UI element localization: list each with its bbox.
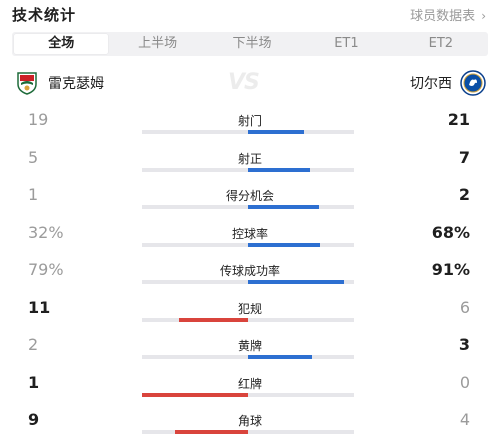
away-bar-fill xyxy=(248,242,321,247)
stat-row: 11 犯规 6 xyxy=(0,298,500,334)
away-team-name: 切尔西 xyxy=(410,76,452,92)
home-bar-track xyxy=(142,392,248,397)
away-bar-track xyxy=(248,280,354,284)
home-stat-value: 5 xyxy=(28,147,39,167)
home-stat-value: 2 xyxy=(28,335,39,354)
away-stat-value: 91% xyxy=(431,260,470,279)
away-bar-track xyxy=(248,317,354,322)
away-stat-value: 4 xyxy=(459,410,470,429)
stat-row: 19 射门 21 xyxy=(0,110,500,146)
away-bar-fill xyxy=(248,205,319,209)
home-team-name: 雷克瑟姆 xyxy=(48,76,104,92)
away-bar-track xyxy=(248,205,354,209)
home-bar-track xyxy=(142,280,248,284)
away-bar-fill xyxy=(248,355,312,359)
vs-mark: VS xyxy=(228,70,260,95)
home-bar-fill xyxy=(174,430,248,434)
away-stat-value: 6 xyxy=(459,297,470,317)
home-bar-fill xyxy=(205,355,248,359)
page-title: 技术统计 xyxy=(12,6,77,24)
stat-label: 得分机会 xyxy=(225,189,274,203)
away-stat-value: 21 xyxy=(447,110,470,129)
away-team: 切尔西 xyxy=(410,70,486,96)
tab-4[interactable]: ET2 xyxy=(428,36,454,51)
home-stat-value: 9 xyxy=(28,410,40,429)
away-bar-fill xyxy=(248,130,304,134)
home-bar-track xyxy=(142,355,248,359)
stat-row: 9 角球 4 xyxy=(0,410,500,440)
home-bar-track xyxy=(142,130,248,134)
away-bar-track xyxy=(248,167,354,172)
home-bar-track xyxy=(142,317,248,322)
away-bar-fill xyxy=(248,317,286,322)
away-bar-track xyxy=(248,242,354,247)
home-stat-value: 79% xyxy=(28,260,64,279)
home-bar-fill xyxy=(214,242,248,247)
chelsea-badge-icon xyxy=(460,70,486,96)
stat-label: 射门 xyxy=(237,114,262,128)
away-bar-track xyxy=(248,392,354,397)
home-bar-fill xyxy=(179,317,248,322)
tab-1[interactable]: 上半场 xyxy=(138,36,178,51)
home-stat-value: 32% xyxy=(28,222,64,242)
stat-label: 射正 xyxy=(237,151,262,166)
away-stat-value: 7 xyxy=(458,147,470,167)
chevron-right-icon: › xyxy=(481,9,486,23)
stat-label: 红牌 xyxy=(237,376,262,391)
away-bar-fill xyxy=(248,167,310,172)
home-stat-value: 1 xyxy=(28,372,40,392)
away-bar-fill xyxy=(248,280,345,284)
stat-row: 2 黄牌 3 xyxy=(0,335,500,371)
home-bar-track xyxy=(142,430,248,434)
wrexham-badge-icon xyxy=(17,72,37,95)
tab-0[interactable]: 全场 xyxy=(14,34,109,54)
home-bar-fill xyxy=(212,205,248,209)
teams-row: 雷克瑟姆 VS 切尔西 xyxy=(0,66,500,100)
stats-header: 技术统计 球员数据表 › xyxy=(0,0,500,28)
home-stat-value: 19 xyxy=(28,110,49,129)
home-bar-track xyxy=(142,167,248,172)
stat-label: 传球成功率 xyxy=(219,264,280,278)
away-stat-value: 0 xyxy=(459,372,470,392)
home-bar-fill xyxy=(203,167,248,172)
away-bar-track xyxy=(248,430,354,434)
home-stat-value: 11 xyxy=(28,297,51,317)
stat-row: 5 射正 7 xyxy=(0,148,500,184)
stat-row: 79% 传球成功率 91% xyxy=(0,260,500,296)
away-stat-value: 2 xyxy=(458,185,470,204)
away-bar-track xyxy=(248,355,354,359)
home-bar-fill xyxy=(142,392,248,397)
home-bar-fill xyxy=(164,280,248,284)
home-stat-value: 1 xyxy=(28,185,39,204)
stat-row: 1 红牌 0 xyxy=(0,373,500,409)
away-bar-fill xyxy=(248,430,281,434)
tab-2[interactable]: 下半场 xyxy=(232,36,272,51)
home-bar-track xyxy=(142,205,248,209)
stat-label: 角球 xyxy=(237,414,262,428)
stat-row: 1 得分机会 2 xyxy=(0,185,500,221)
player-stats-link-label: 球员数据表 xyxy=(410,9,476,24)
stat-label: 控球率 xyxy=(231,226,268,241)
away-bar-track xyxy=(248,130,354,134)
home-bar-track xyxy=(142,242,248,247)
period-tabs: 全场 上半场 下半场 ET1 ET2 xyxy=(12,32,488,56)
stat-label: 犯规 xyxy=(237,301,262,316)
player-stats-link[interactable]: 球员数据表 › xyxy=(410,5,486,24)
away-stat-value: 3 xyxy=(458,335,470,354)
home-team: 雷克瑟姆 xyxy=(14,70,104,96)
tab-3[interactable]: ET1 xyxy=(334,36,359,51)
home-bar-fill xyxy=(197,130,248,134)
away-stat-value: 68% xyxy=(431,222,470,242)
stat-label: 黄牌 xyxy=(237,339,262,353)
stat-row: 32% 控球率 68% xyxy=(0,223,500,259)
